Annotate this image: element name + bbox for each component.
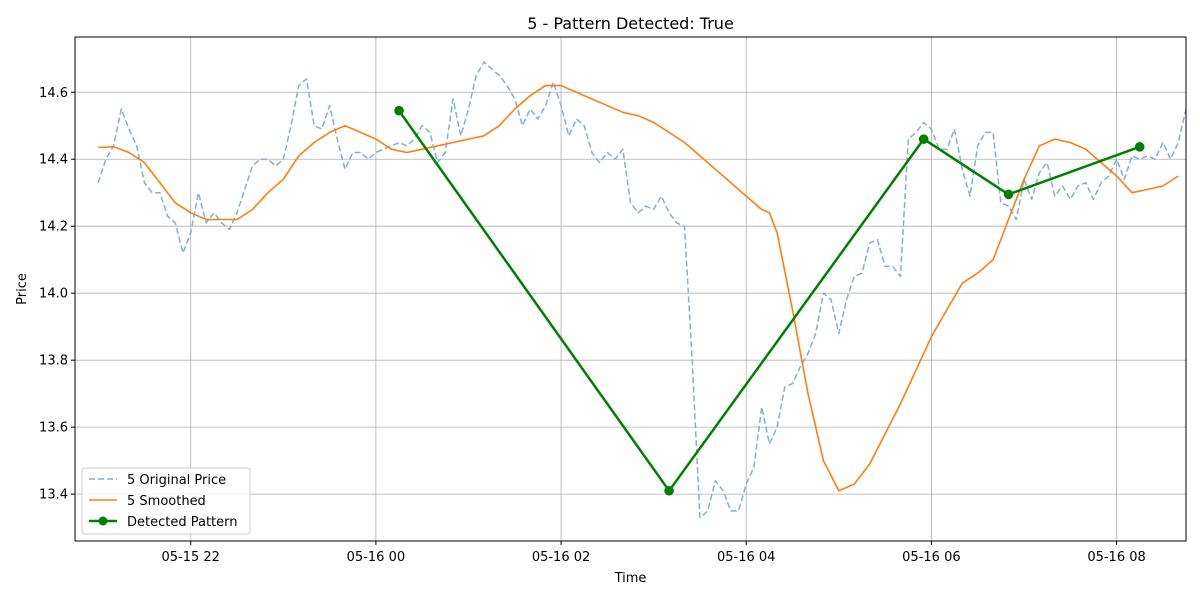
pattern-point bbox=[1003, 189, 1014, 200]
y-tick-label: 13.8 bbox=[39, 354, 68, 369]
x-tick-label: 05-16 06 bbox=[902, 550, 960, 565]
y-tick-label: 14.4 bbox=[39, 153, 68, 168]
legend-pattern-marker bbox=[98, 516, 108, 526]
y-tick-label: 13.6 bbox=[39, 421, 68, 436]
y-axis-label: Price bbox=[15, 273, 30, 305]
x-axis: 05-15 22 05-16 00 05-16 02 05-16 04 05-16 06… bbox=[162, 541, 1146, 565]
x-axis-label: Time bbox=[614, 571, 647, 586]
5-original-price-line bbox=[97, 61, 1187, 519]
x-tick-label: 05-15 22 bbox=[162, 550, 220, 565]
legend-smoothed-label: 5 Smoothed bbox=[127, 494, 206, 509]
series-layer bbox=[97, 61, 1187, 519]
y-tick-label: 14.2 bbox=[39, 220, 68, 235]
legend-original-label: 5 Original Price bbox=[127, 473, 226, 488]
x-tick-label: 05-16 00 bbox=[347, 550, 405, 565]
pattern-point bbox=[918, 134, 929, 144]
pattern-point bbox=[664, 485, 674, 496]
legend-pattern-label: Detected Pattern bbox=[127, 515, 238, 530]
chart-title: 5 - Pattern Detected: True bbox=[527, 14, 734, 33]
x-tick-label: 05-16 08 bbox=[1087, 550, 1145, 565]
pattern-point bbox=[1134, 142, 1145, 152]
y-axis: 13.4 13.6 13.8 14.0 14.2 14.4 14.6 bbox=[39, 86, 75, 503]
x-tick-label: 05-16 04 bbox=[717, 550, 775, 565]
pattern-point bbox=[394, 105, 404, 116]
y-tick-label: 14.6 bbox=[39, 86, 68, 101]
y-tick-label: 14.0 bbox=[39, 287, 68, 302]
y-tick-label: 13.4 bbox=[39, 488, 68, 503]
x-tick-label: 05-16 02 bbox=[532, 550, 590, 565]
plot-frame bbox=[74, 36, 1187, 542]
5-smoothed-line bbox=[98, 84, 1179, 492]
legend-frame bbox=[81, 467, 251, 535]
legend: 5 Original Price 5 Smoothed Detected Pat… bbox=[81, 467, 251, 535]
grid bbox=[75, 37, 1186, 541]
